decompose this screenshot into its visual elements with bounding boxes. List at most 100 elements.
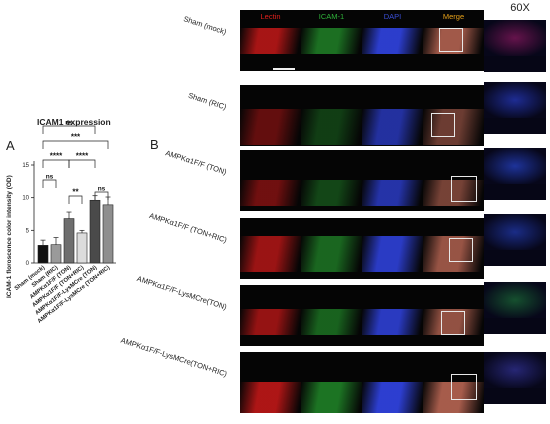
chart-title: ICAM1 expression xyxy=(37,117,111,127)
zoom-tile xyxy=(484,82,546,134)
micrograph-tile xyxy=(362,85,423,146)
micrograph-tile xyxy=(423,285,484,346)
significance-label: ns xyxy=(46,174,54,181)
tissue-band xyxy=(301,382,362,413)
zoom-tile xyxy=(484,352,546,404)
tissue-band xyxy=(240,382,301,413)
bar xyxy=(89,199,101,264)
bar xyxy=(76,232,88,264)
bar xyxy=(63,218,75,264)
zoom-tile xyxy=(484,20,546,72)
tissue-band xyxy=(301,28,362,54)
significance-label: ** xyxy=(72,188,79,197)
micrograph-tile xyxy=(301,85,362,146)
tissue-band xyxy=(362,309,423,335)
y-tick-label: 10 xyxy=(22,196,29,202)
row-label: AMPKα1F/F (TON) xyxy=(164,148,228,177)
column-header-dapi: DAPI xyxy=(383,12,402,21)
micrograph-tile xyxy=(301,10,362,71)
tissue-band xyxy=(423,382,484,413)
micrograph-tile xyxy=(423,218,484,279)
column-header-icam-1: ICAM-1 xyxy=(318,12,345,21)
micrograph-tile xyxy=(362,352,423,413)
zoom-tissue xyxy=(484,20,546,56)
significance-bracket xyxy=(68,159,96,168)
micrograph-tile xyxy=(301,285,362,346)
tissue-band xyxy=(423,28,484,54)
significance-label: **** xyxy=(76,152,89,161)
significance-bracket xyxy=(42,159,70,168)
zoom-region-box xyxy=(451,374,477,400)
micrograph-tile xyxy=(240,285,301,346)
micrograph-tile xyxy=(362,10,423,71)
row-label: AMPKα1F/F-LysMCre(TON) xyxy=(135,273,228,312)
tissue-band xyxy=(423,236,484,272)
panel-b-label: B xyxy=(150,137,159,152)
tissue-band xyxy=(240,236,301,272)
magnification-label: 60X xyxy=(510,2,530,14)
significance-label: **** xyxy=(50,152,63,161)
row-label: AMPKα1F/F (TON+RIC) xyxy=(148,210,228,245)
zoom-region-box xyxy=(431,113,455,137)
significance-bracket xyxy=(42,125,96,134)
micrograph-tile xyxy=(423,85,484,146)
significance-label: ns xyxy=(65,120,73,127)
zoom-tile xyxy=(484,148,546,200)
tissue-band xyxy=(301,109,362,145)
micrograph-tile xyxy=(423,10,484,71)
significance-label: *** xyxy=(71,133,81,142)
tissue-band xyxy=(301,309,362,335)
micrograph-tile xyxy=(301,352,362,413)
zoom-tissue xyxy=(484,148,546,184)
zoom-tissue xyxy=(484,282,546,318)
micrograph-tile xyxy=(423,150,484,211)
tissue-band xyxy=(362,236,423,272)
significance-label: ns xyxy=(98,186,106,193)
micrograph-tile xyxy=(301,218,362,279)
zoom-tissue xyxy=(484,214,546,250)
zoom-tissue xyxy=(484,352,546,388)
tissue-band xyxy=(362,382,423,413)
zoom-region-box xyxy=(441,311,465,335)
micrograph-tile xyxy=(362,285,423,346)
bar xyxy=(37,245,49,264)
micrograph-tile xyxy=(362,150,423,211)
significance-bracket xyxy=(68,195,83,204)
tissue-band xyxy=(362,180,423,206)
tissue-band xyxy=(301,180,362,206)
zoom-region-box xyxy=(439,28,463,52)
micrograph-tile xyxy=(240,85,301,146)
significance-bracket xyxy=(42,179,57,188)
micrograph-tile xyxy=(301,150,362,211)
bar xyxy=(50,244,62,264)
column-header-merge: Merge xyxy=(442,12,465,21)
y-tick-label: 5 xyxy=(26,228,30,234)
significance-bracket xyxy=(42,140,109,149)
tissue-band xyxy=(240,109,301,145)
panel-a-label: A xyxy=(6,138,15,153)
micrograph-tile xyxy=(362,218,423,279)
tissue-band xyxy=(240,180,301,206)
bar xyxy=(102,204,114,264)
micrograph-tile xyxy=(423,352,484,413)
micrograph-tile xyxy=(240,218,301,279)
tissue-band xyxy=(423,109,484,145)
zoom-tissue xyxy=(484,82,546,118)
zoom-region-box xyxy=(449,238,473,262)
significance-bracket xyxy=(94,191,109,200)
y-tick-label: 15 xyxy=(22,163,29,169)
column-header-lectin: Lectin xyxy=(260,12,281,21)
row-label: Sham (RIC) xyxy=(187,90,228,112)
row-label: Sham (mock) xyxy=(182,14,228,37)
tissue-band xyxy=(240,309,301,335)
zoom-tile xyxy=(484,214,546,266)
tissue-band xyxy=(362,109,423,145)
micrograph-tile xyxy=(240,352,301,413)
micrograph-tile xyxy=(240,150,301,211)
zoom-region-box xyxy=(451,176,477,202)
tissue-band xyxy=(362,28,423,54)
tissue-band xyxy=(301,236,362,272)
tissue-band xyxy=(240,28,301,54)
tissue-band xyxy=(423,309,484,335)
